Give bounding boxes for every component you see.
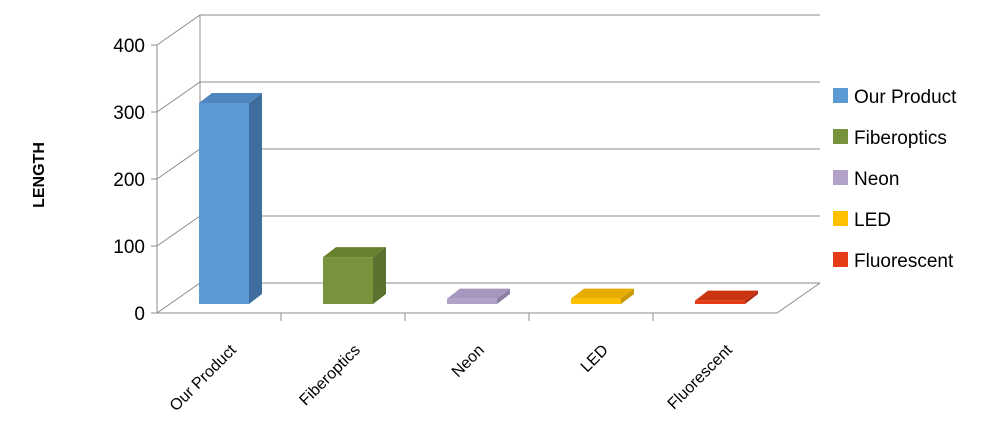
bar	[695, 290, 758, 304]
x-category-label: LED	[578, 342, 612, 376]
bar-top	[323, 247, 386, 258]
bar	[323, 247, 386, 304]
legend-item: LED	[833, 210, 891, 231]
legend-swatch	[833, 88, 848, 103]
bar-top	[695, 290, 758, 301]
legend-label: Fluorescent	[854, 251, 954, 272]
legend-item: Our Product	[833, 87, 957, 108]
legend-label: Fiberoptics	[854, 128, 947, 149]
floor-right-edge	[776, 282, 821, 314]
bar-side	[497, 288, 510, 304]
bar-front	[323, 257, 373, 304]
y-tick-label: 100	[113, 237, 145, 258]
bar	[447, 288, 510, 304]
gridline	[156, 14, 820, 46]
x-category-label: Fluorescent	[665, 341, 737, 413]
bar-side	[621, 288, 634, 304]
legend-item: Fluorescent	[833, 251, 954, 272]
bars-layer	[199, 93, 758, 304]
x-category-label: Neon	[449, 342, 488, 381]
legend-swatch	[833, 211, 848, 226]
x-category-labels: Our Product Fiberoptics Neon LED Fluorescent	[167, 341, 736, 414]
y-tick-label: 0	[134, 304, 145, 325]
legend-label: Our Product	[854, 87, 957, 108]
bar	[199, 93, 262, 304]
bar-side	[745, 290, 758, 304]
bar-top	[199, 93, 262, 103]
legend-swatch	[833, 129, 848, 144]
bar-front	[571, 298, 621, 304]
y-axis-title: LENGTH	[31, 142, 48, 208]
legend-swatch	[833, 252, 848, 267]
legend-swatch	[833, 170, 848, 185]
y-tick-label: 300	[113, 103, 145, 124]
x-category-label: Our Product	[167, 341, 240, 414]
legend-label: Neon	[854, 169, 899, 190]
legend-label: LED	[854, 210, 891, 231]
bar-front	[447, 298, 497, 304]
x-category-label: Fiberoptics	[296, 342, 363, 409]
bar-top	[447, 288, 510, 299]
bar-top	[571, 288, 634, 299]
bar-front	[199, 103, 249, 304]
legend: Our Product Fiberoptics Neon LED Fluorescent	[833, 87, 957, 272]
bar-side	[249, 93, 262, 304]
y-tick-labels: 0 100 200 300 400	[113, 36, 145, 325]
bar	[571, 288, 634, 304]
legend-item: Fiberoptics	[833, 128, 947, 149]
y-tick-label: 200	[113, 170, 145, 191]
legend-item: Neon	[833, 169, 899, 190]
bar-side	[373, 247, 386, 304]
y-tick-label: 400	[113, 36, 145, 57]
bar-front	[695, 300, 745, 304]
